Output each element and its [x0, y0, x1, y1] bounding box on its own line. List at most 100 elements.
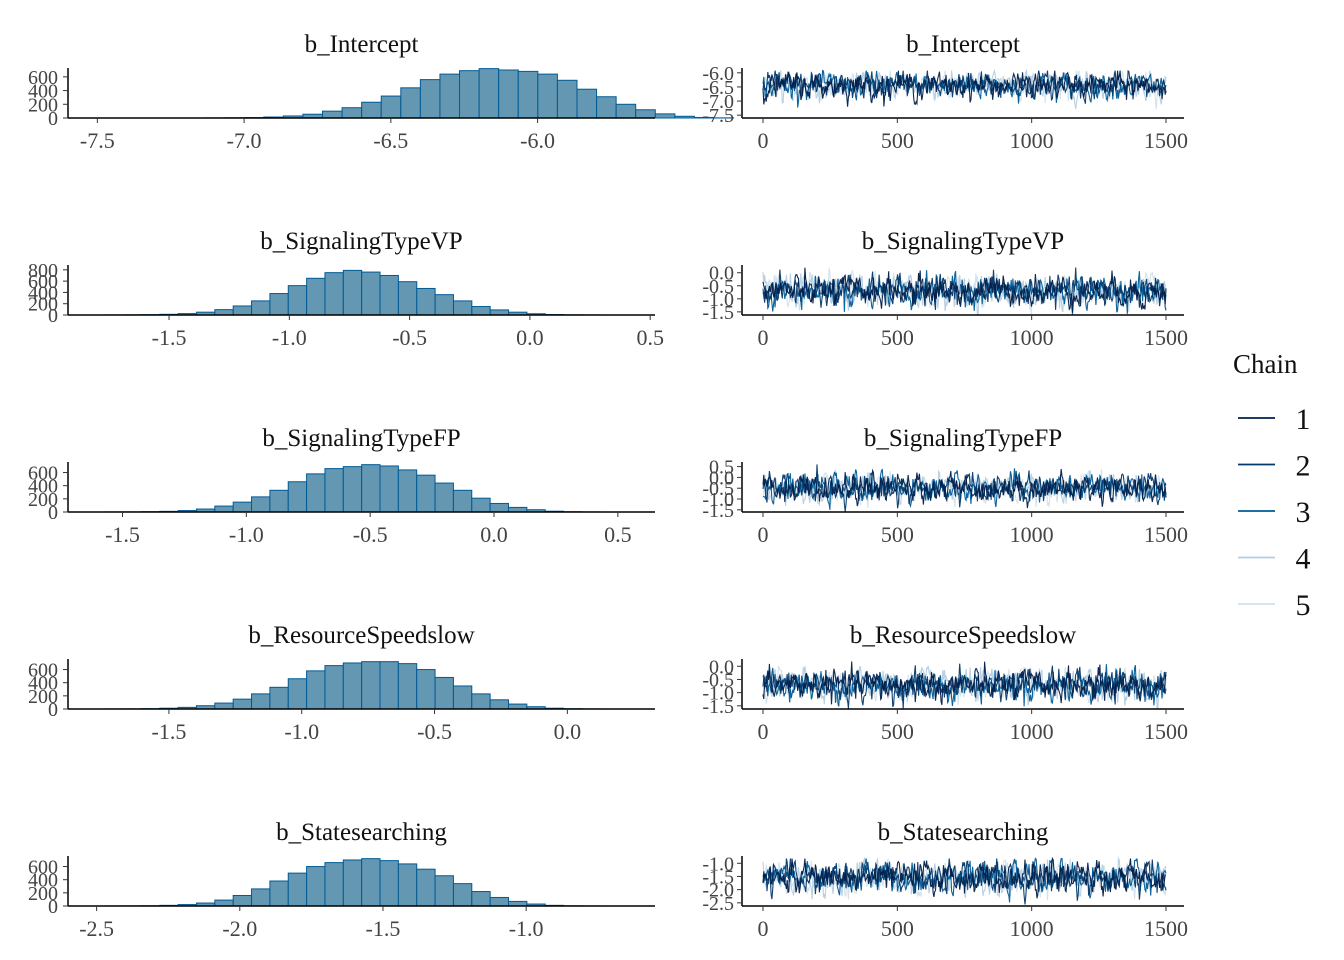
histogram-bar: [434, 294, 454, 316]
histogram-bar: [654, 113, 676, 119]
panel-title: b_SignalingTypeFP: [262, 425, 460, 452]
legend-label: 5: [1296, 589, 1311, 622]
x-tick-label: -0.5: [417, 719, 452, 744]
histogram-bar: [416, 669, 436, 710]
x-tick-label: 1000: [1010, 325, 1054, 350]
histogram-bar: [232, 305, 253, 316]
legend-item: 3: [1238, 496, 1311, 529]
histogram-bar: [416, 287, 436, 316]
x-tick-label: 0: [758, 916, 769, 941]
histogram-bar: [361, 858, 381, 907]
histogram-bar: [416, 474, 436, 513]
y-tick-label: 400: [28, 870, 58, 892]
trace-panel: b_Intercept 0 500 1000 1500 -6.0-6.5-7.0-7.5: [702, 31, 1188, 153]
y-tick-label: 200: [28, 294, 58, 316]
histogram-bar: [452, 489, 473, 513]
x-tick-label: -2.0: [222, 916, 257, 941]
x-tick-label: 500: [881, 522, 914, 547]
legend-item: 5: [1238, 589, 1311, 622]
y-tick-label: 400: [28, 282, 58, 304]
y-tick-label: 0.0: [709, 263, 734, 285]
y-tick-label: 0: [48, 896, 58, 918]
trace-line-chain-2: [762, 69, 1167, 104]
legend-item: 4: [1238, 543, 1311, 576]
trace-line-chain-1: [762, 856, 1167, 899]
y-tick-label: -6.0: [702, 63, 734, 85]
y-tick-label: 800: [28, 260, 58, 282]
histogram-bar: [478, 68, 500, 119]
y-tick-label: -7.0: [702, 91, 734, 113]
histogram-panel: b_Statesearching -2.5 -2.0 -1.5 -1.0 02004006…: [28, 819, 655, 941]
x-tick-label: 0.0: [554, 719, 582, 744]
x-tick-label: 0: [758, 128, 769, 153]
x-tick-label: -1.0: [229, 522, 264, 547]
y-tick-label: -1.0: [702, 489, 734, 511]
histogram-bar: [324, 272, 344, 316]
histogram-bar: [379, 274, 399, 316]
histogram-bar: [342, 859, 363, 907]
histogram-bar: [361, 464, 381, 513]
trace-panel: b_Statesearching 0 500 1000 1500 -1.0-1.5-2.0…: [702, 819, 1188, 941]
histogram-bar: [419, 79, 441, 119]
legend-label: 3: [1296, 496, 1311, 529]
histogram-bar: [287, 678, 308, 710]
y-tick-label: 400: [28, 476, 58, 498]
histogram-bar: [674, 115, 695, 119]
histogram-bar: [379, 465, 399, 513]
histogram-panel: b_ResourceSpeedslow -1.5 -1.0 -0.5 0.0 020040…: [28, 622, 655, 744]
histogram-bar: [517, 70, 539, 119]
histogram-bar: [434, 875, 454, 907]
x-tick-label: 0: [758, 719, 769, 744]
x-tick-label: 0.0: [480, 522, 508, 547]
histogram-bar: [471, 891, 491, 907]
x-tick-label: 0: [758, 522, 769, 547]
y-tick-label: -1.5: [702, 302, 734, 324]
trace-line-chain-1: [762, 70, 1167, 107]
histogram-bar: [400, 87, 421, 119]
x-tick-label: 1000: [1010, 522, 1054, 547]
histogram-bar: [251, 693, 271, 710]
x-tick-label: -2.5: [79, 916, 114, 941]
y-tick-label: 200: [28, 883, 58, 905]
histogram-bar: [380, 95, 402, 119]
x-tick-label: -0.5: [353, 522, 388, 547]
y-tick-label: -1.5: [702, 866, 734, 888]
panel-title: b_Statesearching: [276, 819, 447, 846]
trace-line-chain-1: [762, 468, 1167, 509]
x-tick-label: -7.0: [227, 128, 262, 153]
histogram-bar: [287, 872, 308, 907]
trace-line-chain-3: [762, 468, 1167, 510]
trace-line-chain-3: [762, 69, 1167, 108]
legend: Chain 1 2 3 4 5: [1233, 349, 1311, 622]
histogram-bar: [232, 894, 253, 907]
histogram-bar: [489, 699, 509, 710]
y-tick-label: -1.5: [702, 696, 734, 718]
histogram-bar: [459, 70, 480, 119]
trace-panel: b_SignalingTypeFP 0 500 1000 1500 0.50.0-0.5-…: [702, 425, 1188, 547]
x-tick-label: 1000: [1010, 916, 1054, 941]
panel-title: b_ResourceSpeedslow: [248, 622, 474, 649]
x-tick-label: 1000: [1010, 719, 1054, 744]
trace-line-chain-2: [762, 663, 1167, 709]
histogram-bar: [397, 469, 418, 513]
panel-title: b_SignalingTypeFP: [864, 425, 1062, 452]
y-tick-label: 0.5: [709, 457, 734, 479]
histogram-bar: [397, 863, 418, 907]
legend-item: 1: [1238, 403, 1311, 436]
panel-title: b_Intercept: [906, 31, 1020, 58]
histogram-bar: [452, 685, 473, 710]
histogram-bar: [342, 466, 363, 513]
histogram-bar: [214, 899, 234, 907]
histogram-bar: [341, 107, 363, 119]
histogram-bar: [214, 309, 234, 316]
histogram-bar: [269, 686, 289, 710]
x-tick-label: 1500: [1144, 128, 1188, 153]
x-tick-label: -1.5: [152, 325, 187, 350]
y-tick-label: 600: [28, 271, 58, 293]
y-tick-label: 0: [48, 502, 58, 524]
histogram-bar: [269, 880, 289, 907]
histogram-bar: [489, 502, 509, 513]
x-tick-label: -6.5: [373, 128, 408, 153]
